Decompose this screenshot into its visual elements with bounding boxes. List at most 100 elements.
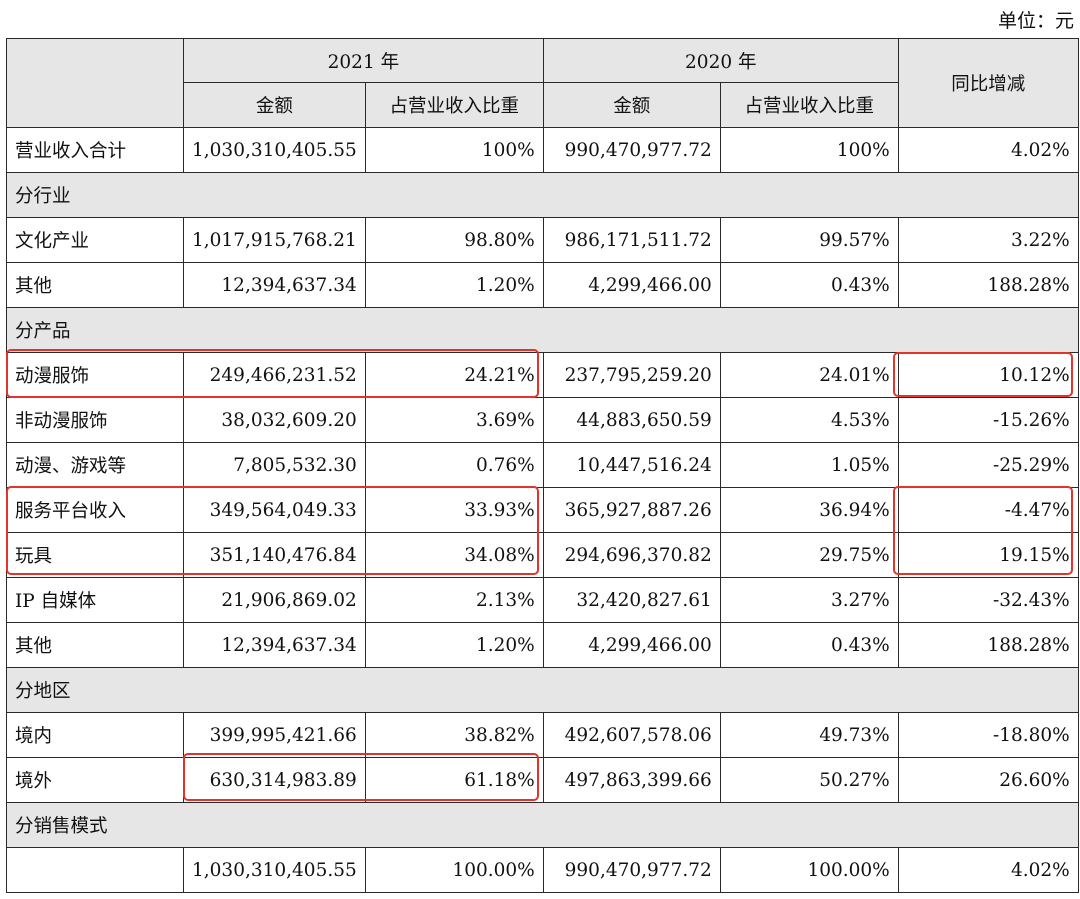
table-row: 文化产业 1,017,915,768.21 98.80% 986,171,511.72… xyxy=(6,217,1079,263)
table-row: 动漫服饰 249,466,231.52 24.21% 237,795,259.20 24… xyxy=(6,352,1079,398)
ratio-2020-cell: 4.53% xyxy=(719,397,899,443)
table-row: 境内 399,995,421.66 38.82% 492,607,578.06 49.7… xyxy=(6,712,1079,758)
table-row: 其他 12,394,637.34 1.20% 4,299,466.00 0.43% 188… xyxy=(6,622,1079,668)
row-label: 其他 xyxy=(6,622,184,668)
revenue-table: 2021 年 2020 年 同比增减 金额 占营业收入比重 金额 占营业收入比重… xyxy=(6,38,1079,893)
ratio-2021-cell: 34.08% xyxy=(364,532,544,578)
table-row: 动漫、游戏等 7,805,532.30 0.76% 10,447,516.24 1.05… xyxy=(6,442,1079,488)
amount-2021-cell: 12,394,637.34 xyxy=(183,622,366,668)
row-label: 服务平台收入 xyxy=(6,487,184,533)
row-label: 其他 xyxy=(6,262,184,308)
ratio-2020-cell: 100% xyxy=(719,127,899,173)
table-row: 其他 12,394,637.34 1.20% 4,299,466.00 0.43% 188… xyxy=(6,262,1079,308)
ratio-2020-cell: 100.00% xyxy=(719,847,899,893)
section-label: 分地区 xyxy=(6,667,1079,713)
table-row: 玩具 351,140,476.84 34.08% 294,696,370.82 29.7… xyxy=(6,532,1079,578)
amount-2021-cell: 12,394,637.34 xyxy=(183,262,366,308)
yoy-cell: -18.80% xyxy=(897,712,1079,758)
section-label: 分产品 xyxy=(6,307,1079,353)
table-body: 营业收入合计 1,030,310,405.55 100% 990,470,977.72… xyxy=(6,127,1079,893)
yoy-cell: 10.12% xyxy=(897,352,1079,398)
amount-2021-cell: 1,017,915,768.21 xyxy=(183,217,366,263)
table-row: 营业收入合计 1,030,310,405.55 100% 990,470,977.72… xyxy=(6,127,1079,173)
amount-2020-cell: 990,470,977.72 xyxy=(542,847,721,893)
ratio-2020-cell: 36.94% xyxy=(719,487,899,533)
ratio-2020-cell: 50.27% xyxy=(719,757,899,803)
amount-2021-cell: 21,906,869.02 xyxy=(183,577,366,623)
amount-2020-cell: 294,696,370.82 xyxy=(542,532,721,578)
ratio-2021-cell: 100.00% xyxy=(364,847,544,893)
table-row: IP 自媒体 21,906,869.02 2.13% 32,420,827.61 3.2… xyxy=(6,577,1079,623)
amount-2021-cell: 399,995,421.66 xyxy=(183,712,366,758)
amount-2020-cell: 10,447,516.24 xyxy=(542,442,721,488)
amount-2021-cell: 1,030,310,405.55 xyxy=(183,847,366,893)
yoy-cell: -25.29% xyxy=(897,442,1079,488)
yoy-cell: -32.43% xyxy=(897,577,1079,623)
amount-2021-cell: 630,314,983.89 xyxy=(183,757,366,803)
amount-2020-cell: 4,299,466.00 xyxy=(542,622,721,668)
amount-2020-cell: 237,795,259.20 xyxy=(542,352,721,398)
amount-2021-cell: 38,032,609.20 xyxy=(183,397,366,443)
amount-2020-cell: 365,927,887.26 xyxy=(542,487,721,533)
amount-2020-cell: 4,299,466.00 xyxy=(542,262,721,308)
row-label: 文化产业 xyxy=(6,217,184,263)
amount-2021-cell: 7,805,532.30 xyxy=(183,442,366,488)
section-label: 分销售模式 xyxy=(6,802,1079,848)
header-yoy: 同比增减 xyxy=(897,38,1079,128)
ratio-2021-cell: 100% xyxy=(364,127,544,173)
ratio-2020-cell: 99.57% xyxy=(719,217,899,263)
amount-2020-cell: 32,420,827.61 xyxy=(542,577,721,623)
amount-2020-cell: 986,171,511.72 xyxy=(542,217,721,263)
table-row: 境外 630,314,983.89 61.18% 497,863,399.66 50.2… xyxy=(6,757,1079,803)
ratio-2021-cell: 61.18% xyxy=(364,757,544,803)
section-row: 分销售模式 xyxy=(6,802,1079,848)
ratio-2020-cell: 1.05% xyxy=(719,442,899,488)
row-label: 玩具 xyxy=(6,532,184,578)
ratio-2020-cell: 49.73% xyxy=(719,712,899,758)
highlight-box-apparel-yoy xyxy=(893,352,1073,397)
section-label: 分行业 xyxy=(6,172,1079,218)
yoy-cell: -15.26% xyxy=(897,397,1079,443)
row-label: 境内 xyxy=(6,712,184,758)
header-ratio-2020: 占营业收入比重 xyxy=(719,82,899,128)
header-ratio-2021: 占营业收入比重 xyxy=(364,82,544,128)
header-amount-2020: 金额 xyxy=(542,82,721,128)
row-label: 境外 xyxy=(6,757,184,803)
ratio-2020-cell: 0.43% xyxy=(719,622,899,668)
ratio-2021-cell: 2.13% xyxy=(364,577,544,623)
amount-2020-cell: 990,470,977.72 xyxy=(542,127,721,173)
ratio-2021-cell: 3.69% xyxy=(364,397,544,443)
ratio-2021-cell: 98.80% xyxy=(364,217,544,263)
unit-label: 单位：元 xyxy=(997,10,1074,32)
header-blank-cell xyxy=(6,38,184,128)
row-label: IP 自媒体 xyxy=(6,577,184,623)
yoy-cell: 19.15% xyxy=(897,532,1079,578)
row-label: 动漫、游戏等 xyxy=(6,442,184,488)
section-row: 分产品 xyxy=(6,307,1079,353)
amount-2020-cell: 492,607,578.06 xyxy=(542,712,721,758)
yoy-cell: 188.28% xyxy=(897,262,1079,308)
highlight-box-platform-toys-yoy xyxy=(893,486,1073,575)
highlight-box-apparel-2021 xyxy=(6,349,539,398)
table-row: 非动漫服饰 38,032,609.20 3.69% 44,883,650.59 4.53… xyxy=(6,397,1079,443)
ratio-2020-cell: 0.43% xyxy=(719,262,899,308)
highlight-box-platform-toys-2021 xyxy=(6,486,539,575)
ratio-2021-cell: 1.20% xyxy=(364,262,544,308)
ratio-2020-cell: 3.27% xyxy=(719,577,899,623)
table-row: 服务平台收入 349,564,049.33 33.93% 365,927,887.26… xyxy=(6,487,1079,533)
row-label xyxy=(6,847,184,893)
ratio-2021-cell: 0.76% xyxy=(364,442,544,488)
yoy-cell: 3.22% xyxy=(897,217,1079,263)
row-label: 营业收入合计 xyxy=(6,127,184,173)
amount-2021-cell: 1,030,310,405.55 xyxy=(183,127,366,173)
yoy-cell: 4.02% xyxy=(897,127,1079,173)
yoy-cell: 26.60% xyxy=(897,757,1079,803)
ratio-2020-cell: 24.01% xyxy=(719,352,899,398)
amount-2020-cell: 44,883,650.59 xyxy=(542,397,721,443)
amount-2020-cell: 497,863,399.66 xyxy=(542,757,721,803)
ratio-2021-cell: 1.20% xyxy=(364,622,544,668)
ratio-2021-cell: 38.82% xyxy=(364,712,544,758)
row-label: 非动漫服饰 xyxy=(6,397,184,443)
header-year-2021: 2021 年 xyxy=(183,38,544,83)
yoy-cell: -4.47% xyxy=(897,487,1079,533)
